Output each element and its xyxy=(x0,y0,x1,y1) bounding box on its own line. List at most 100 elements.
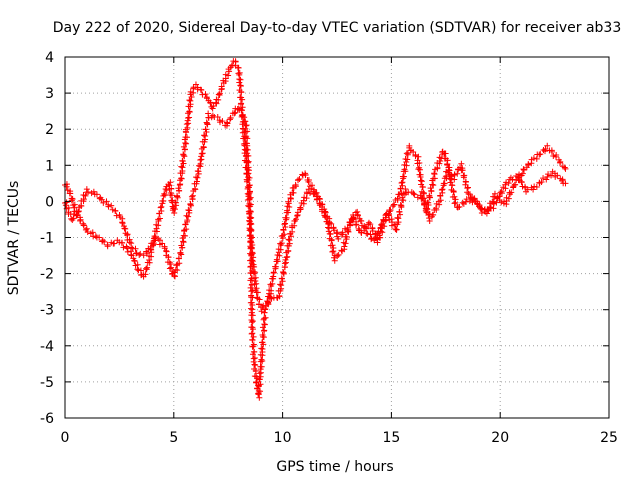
data-point xyxy=(471,195,478,202)
data-point xyxy=(335,251,342,258)
data-point xyxy=(503,179,510,186)
data-point xyxy=(357,217,364,224)
data-point xyxy=(282,220,289,227)
data-point xyxy=(249,351,256,358)
data-point xyxy=(186,108,193,115)
data-point xyxy=(237,82,244,89)
data-point xyxy=(550,153,557,160)
data-point xyxy=(249,294,256,301)
data-point xyxy=(511,181,518,188)
data-point xyxy=(394,195,401,202)
data-point xyxy=(477,204,484,211)
data-point xyxy=(554,172,561,179)
data-point xyxy=(261,321,268,328)
data-point xyxy=(245,184,252,191)
data-point xyxy=(116,239,123,246)
data-point xyxy=(247,235,254,242)
data-point xyxy=(248,294,255,301)
data-point xyxy=(442,150,449,157)
data-point xyxy=(280,227,287,234)
data-point xyxy=(177,249,184,256)
data-point xyxy=(562,180,569,187)
data-point xyxy=(150,241,157,248)
data-point xyxy=(285,198,292,205)
data-point xyxy=(245,177,252,184)
data-point xyxy=(423,208,430,215)
data-point xyxy=(183,134,190,141)
data-point xyxy=(460,174,467,181)
data-point xyxy=(415,153,422,160)
data-point xyxy=(131,257,138,264)
data-point xyxy=(134,266,141,273)
data-point xyxy=(293,216,300,223)
data-point xyxy=(259,339,266,346)
data-point xyxy=(285,247,292,254)
data-point xyxy=(338,247,345,254)
data-point xyxy=(353,221,360,228)
data-point xyxy=(159,198,166,205)
data-point xyxy=(244,171,251,178)
data-point xyxy=(249,287,256,294)
data-point xyxy=(395,215,402,222)
data-point xyxy=(132,245,139,252)
data-point xyxy=(241,114,248,121)
data-point xyxy=(421,201,428,208)
data-point xyxy=(191,185,198,192)
data-point xyxy=(467,191,474,198)
y-tick-label: 1 xyxy=(45,158,54,174)
data-point xyxy=(249,343,256,350)
data-point xyxy=(445,164,452,171)
data-point xyxy=(485,207,492,214)
data-point xyxy=(131,258,138,265)
data-point xyxy=(224,120,231,127)
data-point xyxy=(333,230,340,237)
data-point xyxy=(100,199,107,206)
data-point xyxy=(399,173,406,180)
data-point xyxy=(101,238,108,245)
y-tick-label: -5 xyxy=(40,375,54,391)
data-point xyxy=(557,158,564,165)
x-tick-label: 5 xyxy=(169,430,178,446)
data-point xyxy=(219,118,226,125)
data-point xyxy=(280,268,287,275)
data-point xyxy=(128,244,135,251)
data-point xyxy=(505,180,512,187)
data-point xyxy=(77,216,84,223)
data-point xyxy=(214,113,221,120)
data-point xyxy=(178,163,185,170)
data-point xyxy=(450,188,457,195)
data-point xyxy=(334,252,341,259)
data-point xyxy=(482,208,489,215)
data-point xyxy=(493,199,500,206)
data-point xyxy=(432,205,439,212)
data-point xyxy=(390,201,397,208)
data-point xyxy=(248,228,255,235)
data-point xyxy=(239,113,246,120)
data-point xyxy=(279,232,286,239)
data-point xyxy=(379,229,386,236)
data-point xyxy=(75,208,82,215)
data-point xyxy=(437,158,444,165)
data-point xyxy=(419,183,426,190)
data-point xyxy=(119,220,126,227)
data-point xyxy=(463,196,470,203)
data-point xyxy=(525,162,532,169)
data-point xyxy=(63,199,70,206)
data-point xyxy=(140,252,147,259)
data-point xyxy=(124,248,131,255)
x-tick-label: 15 xyxy=(382,430,400,446)
data-point xyxy=(126,239,133,246)
data-point xyxy=(426,215,433,222)
data-point xyxy=(259,358,266,365)
data-point xyxy=(398,179,405,186)
data-point xyxy=(342,240,349,247)
data-point xyxy=(284,253,291,260)
data-point xyxy=(290,189,297,196)
data-point xyxy=(403,159,410,166)
data-point xyxy=(302,172,309,179)
data-point xyxy=(428,188,435,195)
data-point xyxy=(244,152,251,159)
data-point xyxy=(243,146,250,153)
data-point xyxy=(438,186,445,193)
data-point xyxy=(561,164,568,171)
